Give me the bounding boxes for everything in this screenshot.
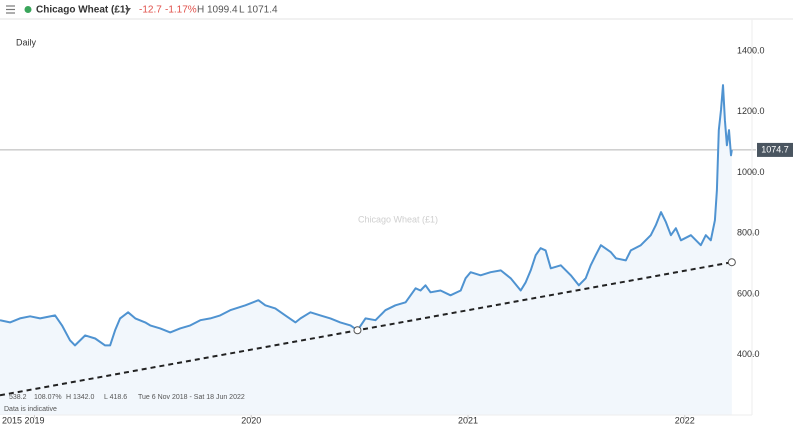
x-tick-label: 2020 [241,415,261,425]
low: L 1071.4 [239,5,278,16]
change: -12.7 [139,5,162,16]
menu-icon[interactable] [6,5,15,14]
y-tick-label: 1200.0 [737,106,765,116]
corner-label: 2015 [2,415,22,425]
y-tick-label: 1400.0 [737,45,765,55]
change-percent: -1.17% [165,5,197,16]
range-change: 108.07% [34,394,62,401]
range-high: H 1342.0 [66,394,95,401]
status-dot [24,6,32,13]
dropdown-arrow[interactable] [125,8,131,12]
x-tick-label: 2021 [458,415,478,425]
y-tick-label: 600.0 [737,288,760,298]
watermark: Chicago Wheat (£1) [358,214,438,224]
trendline-anchor [727,258,736,267]
y-tick-label: 400.0 [737,349,760,359]
plot-area [0,84,756,415]
range-dates: Tue 6 Nov 2018 - Sat 18 Jun 2022 [138,394,245,401]
trendline-anchor [353,326,362,335]
y-tick-label: 1000.0 [737,167,765,177]
high: H 1099.4 [197,5,238,16]
price-area [0,85,732,415]
note: Data is indicative [4,406,57,413]
range-low: L 418.6 [104,394,127,401]
last-price-tag [757,142,793,157]
last-price-label: 1074.7 [761,144,789,154]
x-tick-label: 2022 [675,415,695,425]
interval: Daily [16,37,37,47]
price-line [0,84,733,347]
corner-label-bg [0,415,25,428]
x-tick-label: 2019 [24,415,44,425]
y-tick-label: 800.0 [737,228,760,238]
range-open: 538.2 [9,394,27,401]
instrument-title[interactable]: Chicago Wheat (£1) [36,5,129,16]
